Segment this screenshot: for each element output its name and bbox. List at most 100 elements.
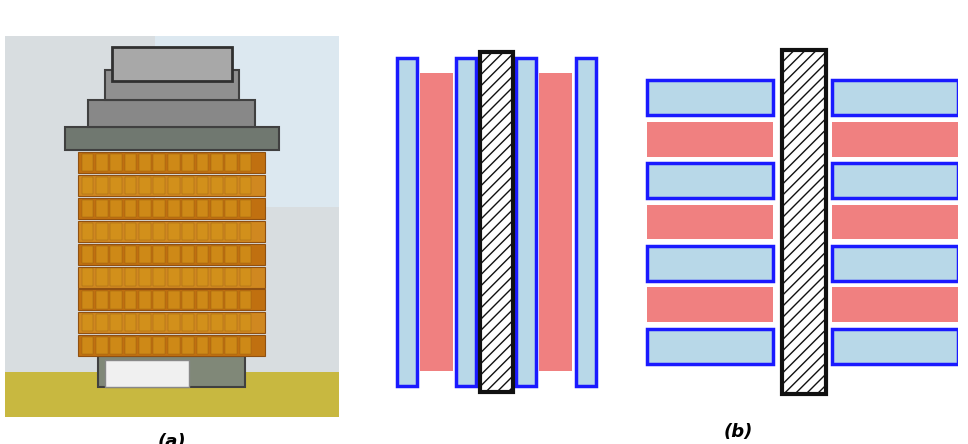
Bar [832, 287, 958, 322]
Bar [226, 200, 237, 217]
Bar [832, 329, 958, 364]
Bar [420, 73, 453, 371]
Bar [647, 329, 772, 364]
Bar [139, 337, 151, 354]
Bar [154, 200, 166, 217]
Bar [125, 200, 136, 217]
Bar [182, 154, 194, 171]
Bar [211, 222, 223, 240]
Bar [516, 58, 536, 386]
Bar [226, 291, 237, 309]
Bar [110, 200, 122, 217]
Bar [139, 177, 151, 194]
Bar [155, 36, 339, 207]
Bar [832, 80, 958, 115]
Bar [110, 314, 122, 331]
Bar [96, 314, 107, 331]
Bar [576, 58, 595, 386]
Bar [240, 246, 252, 263]
Bar [81, 314, 93, 331]
Bar [110, 337, 122, 354]
Bar [78, 198, 265, 219]
Bar [154, 337, 166, 354]
Bar [647, 122, 772, 157]
Bar [154, 154, 166, 171]
Bar [154, 222, 166, 240]
Bar [139, 291, 151, 309]
Bar [139, 269, 151, 285]
Bar [647, 205, 772, 239]
Bar [240, 337, 252, 354]
Bar [226, 222, 237, 240]
Bar [125, 337, 136, 354]
Bar [139, 200, 151, 217]
Bar [78, 266, 265, 288]
Bar [211, 246, 223, 263]
Bar [397, 58, 416, 386]
Bar [125, 222, 136, 240]
Text: (a): (a) [158, 432, 186, 444]
Bar [125, 177, 136, 194]
Bar [456, 58, 476, 386]
Bar [211, 154, 223, 171]
Bar [125, 314, 136, 331]
Bar [539, 73, 572, 371]
Bar [105, 360, 189, 387]
Bar [197, 269, 208, 285]
Bar [226, 177, 237, 194]
Bar [197, 291, 208, 309]
Bar [139, 246, 151, 263]
Bar [111, 47, 232, 81]
Bar [240, 222, 252, 240]
Bar [240, 269, 252, 285]
Bar [211, 177, 223, 194]
Bar [65, 127, 279, 150]
Bar [167, 269, 179, 285]
Bar [197, 222, 208, 240]
Bar [81, 154, 93, 171]
Bar [182, 222, 194, 240]
Bar [81, 200, 93, 217]
Bar [167, 154, 179, 171]
Bar [96, 200, 107, 217]
Bar [197, 154, 208, 171]
Bar [110, 269, 122, 285]
Bar [182, 177, 194, 194]
Bar [226, 314, 237, 331]
Bar [139, 222, 151, 240]
Bar [110, 291, 122, 309]
Bar [154, 246, 166, 263]
Bar [88, 100, 256, 127]
Bar [226, 154, 237, 171]
Bar [125, 291, 136, 309]
Bar [96, 246, 107, 263]
Text: (b): (b) [723, 424, 753, 441]
Bar [211, 269, 223, 285]
Bar [81, 177, 93, 194]
Bar [226, 246, 237, 263]
Bar [154, 177, 166, 194]
Bar [647, 246, 772, 281]
Bar [167, 177, 179, 194]
Bar [110, 222, 122, 240]
Bar [782, 51, 827, 393]
Bar [110, 154, 122, 171]
Bar [167, 246, 179, 263]
Bar [78, 152, 265, 173]
Bar [211, 337, 223, 354]
Bar [167, 291, 179, 309]
Bar [197, 177, 208, 194]
Bar [226, 337, 237, 354]
Bar [78, 289, 265, 310]
Bar [81, 269, 93, 285]
Bar [226, 269, 237, 285]
Bar [167, 314, 179, 331]
Bar [832, 122, 958, 157]
Bar [154, 314, 166, 331]
Bar [182, 291, 194, 309]
Bar [78, 313, 265, 333]
Bar [110, 246, 122, 263]
Bar [167, 337, 179, 354]
Bar [96, 291, 107, 309]
Bar [154, 269, 166, 285]
